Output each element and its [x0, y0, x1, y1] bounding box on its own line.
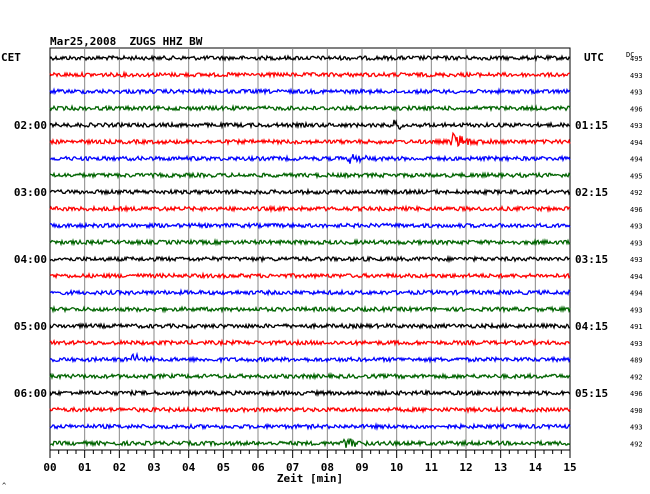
x-tick-label: 05	[217, 461, 230, 474]
right-time-labels: 01:15 02:15 03:15 04:15 05:15	[575, 119, 608, 400]
trace-row	[49, 304, 571, 314]
x-tick-label: 15	[563, 461, 576, 474]
x-tick-label: 08	[321, 461, 334, 474]
seismic-traces	[49, 54, 571, 448]
x-axis-label: Zeit [min]	[277, 472, 343, 485]
dc-value: 496	[630, 390, 643, 398]
dc-value: 493	[630, 424, 643, 432]
trace-row	[49, 271, 571, 280]
x-tick-label: 13	[494, 461, 507, 474]
trace-row	[49, 70, 571, 80]
trace-row	[49, 288, 571, 297]
right-time-label: 02:15	[575, 186, 608, 199]
trace-row	[50, 153, 571, 165]
dc-value: 494	[630, 139, 643, 147]
trace-row	[49, 54, 571, 63]
trace-row	[49, 87, 571, 96]
dc-value: 490	[630, 407, 643, 415]
right-time-label: 03:15	[575, 253, 608, 266]
dc-value: 494	[630, 290, 643, 298]
dc-value: 492	[630, 440, 643, 448]
dc-value: 496	[630, 206, 643, 214]
dc-value: 493	[630, 223, 643, 231]
dc-value: 493	[630, 239, 643, 247]
dc-value: 493	[630, 72, 643, 80]
x-tick-label: 12	[459, 461, 472, 474]
left-time-label: 02:00	[14, 119, 47, 132]
x-tick-label: 10	[390, 461, 403, 474]
dc-label: DC	[626, 51, 634, 59]
left-time-labels: 02:00 03:00 04:00 05:00 06:00	[14, 119, 47, 400]
right-time-label: 04:15	[575, 320, 608, 333]
x-tick-label: 02	[113, 461, 126, 474]
trace-row	[49, 221, 571, 230]
minute-gridlines	[84, 48, 536, 450]
dc-value: 493	[630, 306, 643, 314]
left-time-label: 05:00	[14, 320, 47, 333]
dc-value: 489	[630, 357, 643, 365]
dc-value: 495	[630, 55, 643, 63]
trace-row	[49, 254, 571, 264]
trace-row	[49, 371, 571, 381]
dc-value: 492	[630, 189, 643, 197]
x-tick-label: 14	[529, 461, 543, 474]
footer-mark: ^	[2, 482, 6, 490]
left-time-label: 03:00	[14, 186, 47, 199]
trace-row	[49, 338, 571, 347]
x-axis: 00 01 02 03 04 05 06 07 08 09 10 11 12 13 14 15	[43, 450, 577, 474]
trace-row	[49, 321, 571, 331]
dc-value: 493	[630, 256, 643, 264]
trace-row	[49, 437, 571, 448]
x-tick-label: 06	[251, 461, 265, 474]
trace-row	[49, 171, 571, 180]
left-timezone-label: CET	[1, 51, 21, 64]
trace-row	[49, 351, 571, 364]
x-tick-label: 04	[182, 461, 196, 474]
x-tick-label: 11	[425, 461, 439, 474]
dc-value: 491	[630, 323, 643, 331]
x-tick-label: 09	[355, 461, 368, 474]
station-title: Mar25,2008 ZUGS HHZ BW	[50, 35, 203, 48]
dc-value: 496	[630, 105, 643, 113]
dc-value: 493	[630, 89, 643, 97]
dc-value: 493	[630, 340, 643, 348]
x-tick-label: 01	[78, 461, 92, 474]
trace-row	[49, 405, 571, 415]
x-tick-label: 07	[286, 461, 299, 474]
x-tick-label: 00	[43, 461, 56, 474]
dc-value: 494	[630, 273, 643, 281]
right-timezone-label: UTC	[584, 51, 604, 64]
dc-value: 492	[630, 373, 643, 381]
left-time-label: 04:00	[14, 253, 47, 266]
trace-row	[49, 422, 571, 431]
trace-row	[49, 131, 571, 148]
dc-value-column: 495 493 493 496 493 494 494 495 492 496 493 493 493 4…	[630, 55, 643, 448]
dc-value: 495	[630, 172, 643, 180]
trace-row	[49, 187, 571, 197]
trace-row	[49, 237, 571, 247]
x-tick-label: 03	[147, 461, 160, 474]
trace-row	[49, 119, 571, 130]
right-time-label: 01:15	[575, 119, 608, 132]
left-time-label: 06:00	[14, 387, 47, 400]
right-time-label: 05:15	[575, 387, 608, 400]
trace-row	[49, 388, 571, 398]
dc-value: 493	[630, 122, 643, 130]
dc-value: 494	[630, 156, 643, 164]
trace-row	[49, 204, 571, 214]
trace-row	[49, 104, 571, 113]
